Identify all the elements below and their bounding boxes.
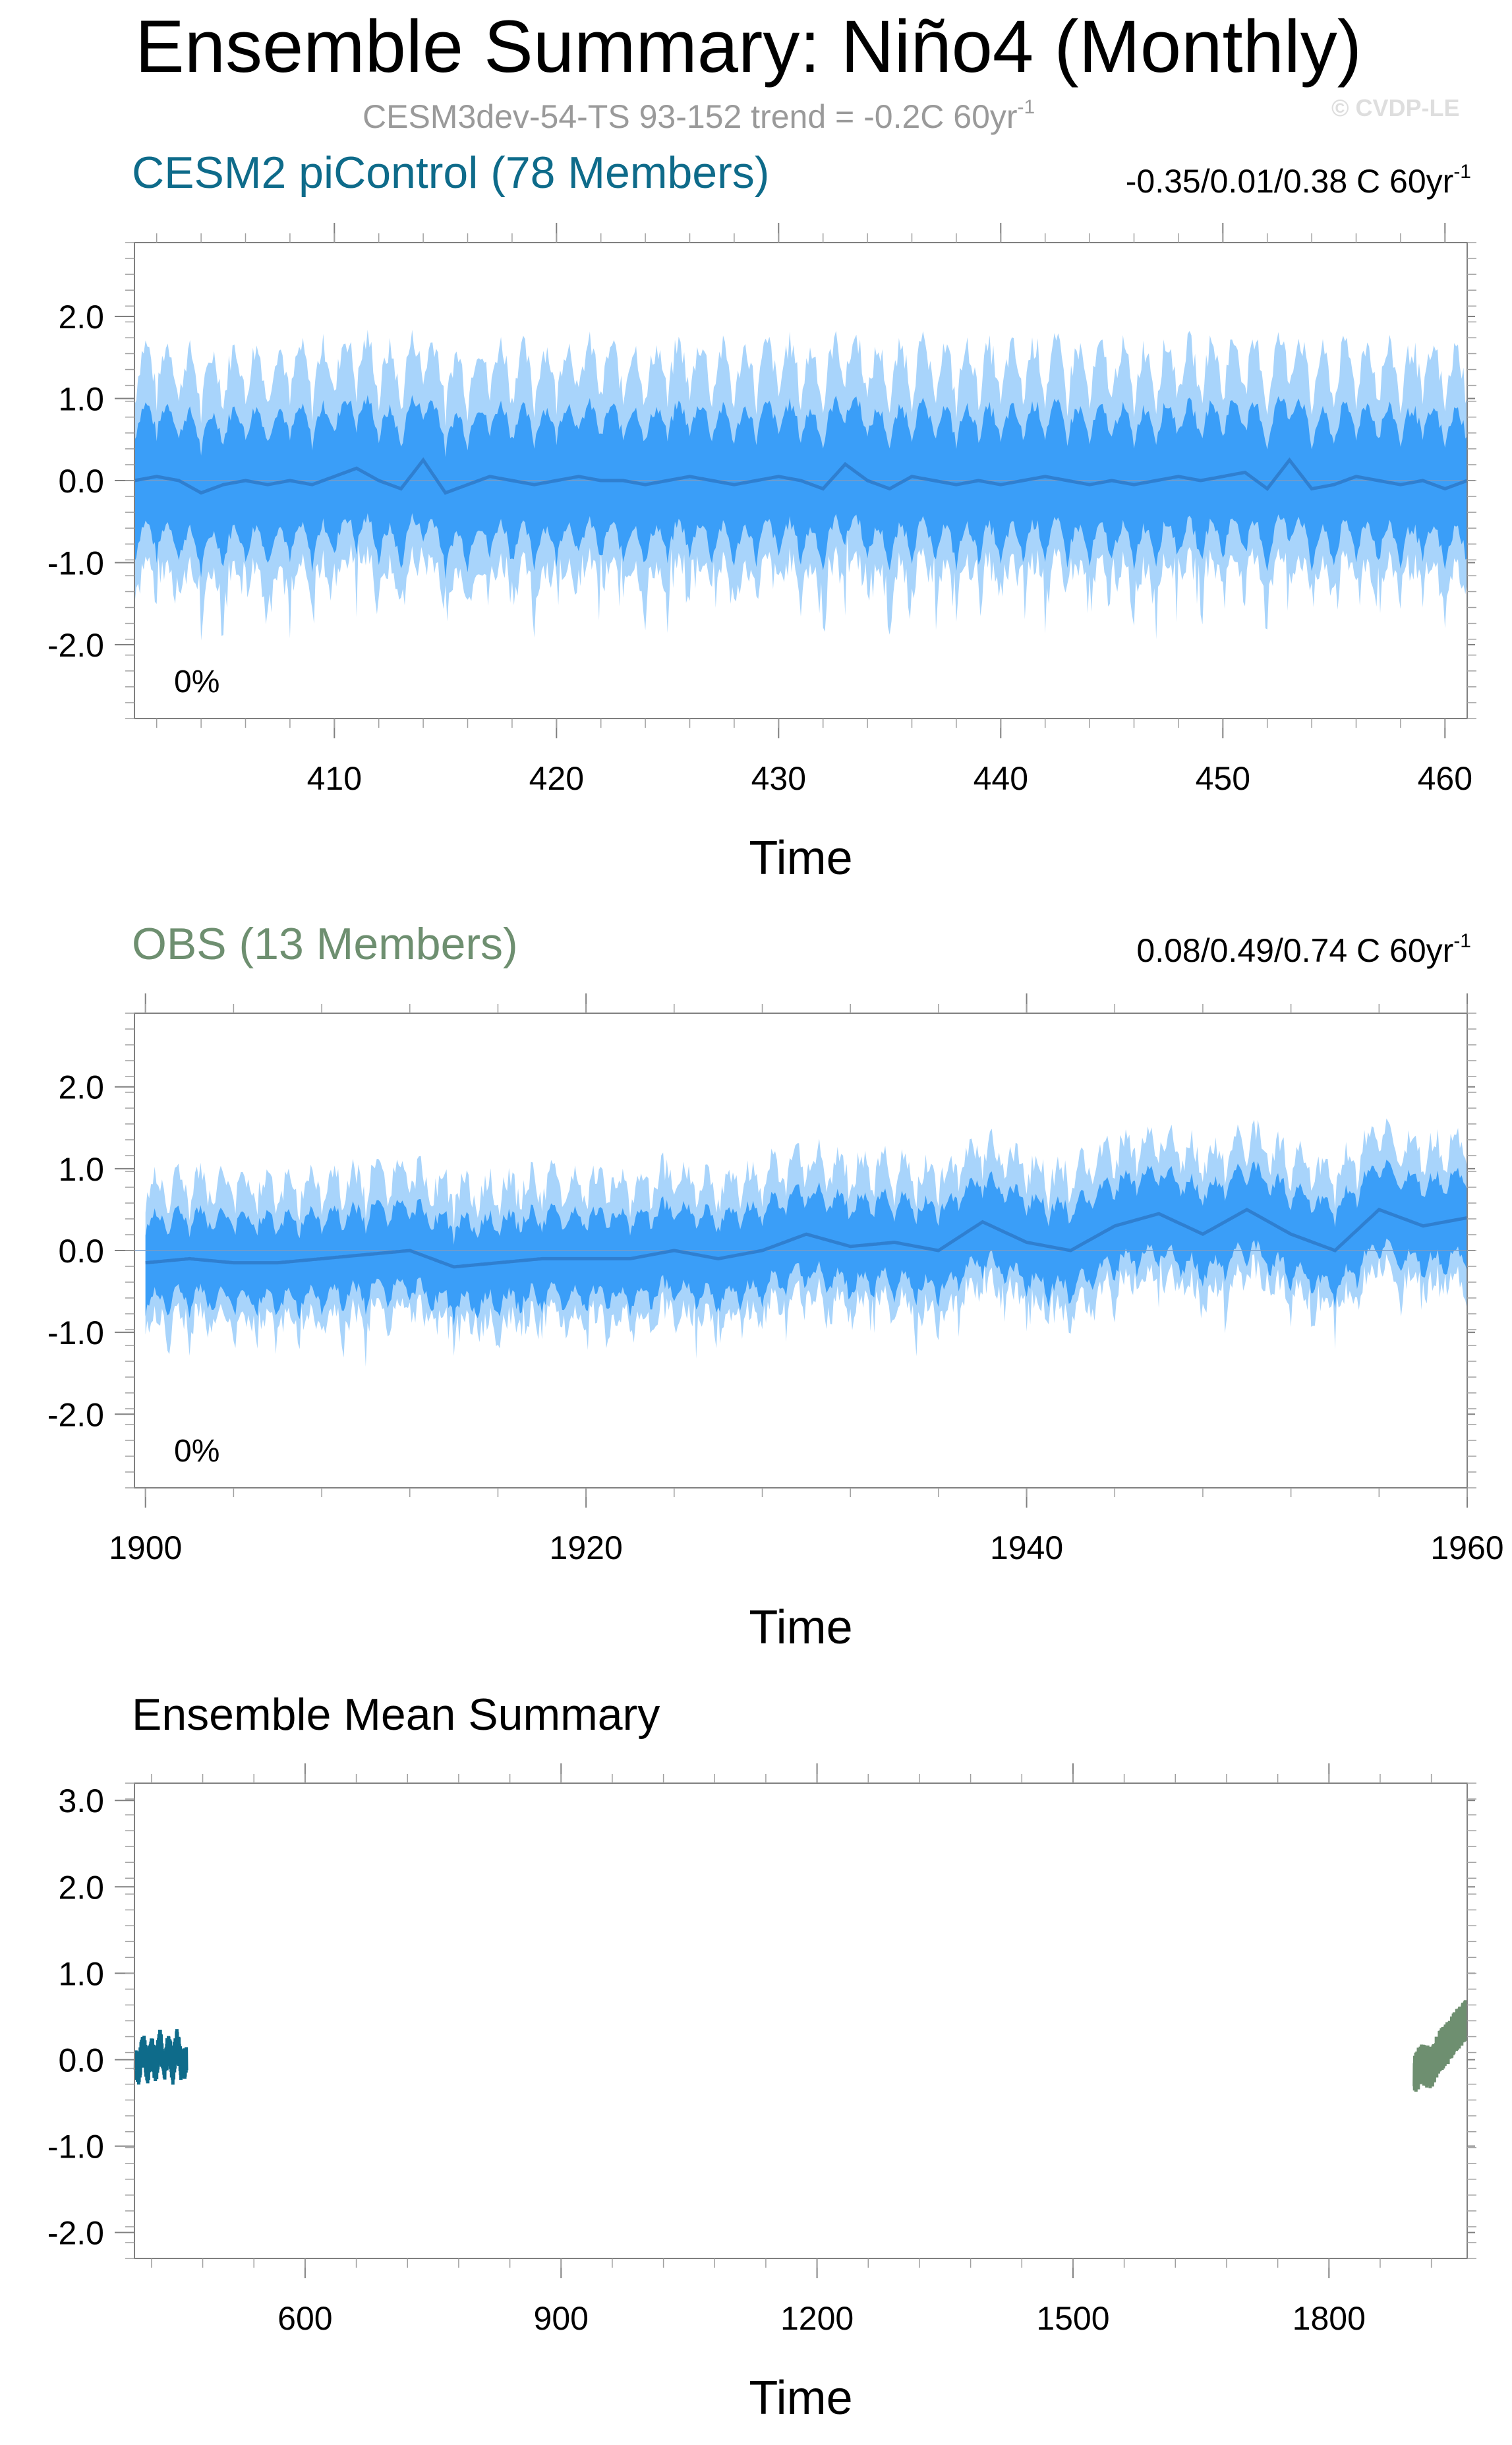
panel2-ytick-label: 0.0: [58, 1233, 104, 1270]
panel2-xtick-label: 1900: [109, 1529, 182, 1566]
trend-subtitle: CESM3dev-54-TS 93-152 trend = -0.2C 60yr…: [363, 96, 1035, 135]
panel1-xtick-label: 450: [1196, 760, 1250, 797]
panel2-ytick-label: 1.0: [58, 1151, 104, 1188]
panel1-ytick-label: 2.0: [58, 299, 104, 336]
panel2-xtick-label: 1940: [990, 1529, 1063, 1566]
panel1-percent-label: 0%: [174, 664, 219, 699]
panel1-ytick-label: -2.0: [47, 627, 104, 664]
panel2-ytick-label: -2.0: [47, 1396, 104, 1433]
panel3-xtick-label: 1500: [1036, 2300, 1109, 2337]
panel3-xtick-label: 600: [277, 2300, 332, 2337]
panel3-ytick-label: -1.0: [47, 2129, 104, 2165]
trend-subtitle-text: CESM3dev-54-TS 93-152 trend = -0.2C 60yr: [363, 98, 1018, 135]
panel3-xtick-label: 1800: [1293, 2300, 1366, 2337]
panel2-percent-label: 0%: [174, 1434, 219, 1469]
panel3-series-2-line: [1412, 2000, 1467, 2092]
trend-subtitle-exponent: -1: [1017, 96, 1035, 118]
panel2-stats-exponent: -1: [1453, 930, 1471, 952]
panel3-ytick-label: 0.0: [58, 2042, 104, 2078]
panel3-ytick-label: -2.0: [47, 2215, 104, 2252]
panel1-stats: -0.35/0.01/0.38 C 60yr-1: [1126, 162, 1471, 198]
panel3-xtick-label: 900: [534, 2300, 589, 2337]
panel3-ytick-label: 1.0: [58, 1955, 104, 1992]
panel1-stats-exponent: -1: [1453, 161, 1471, 183]
panel3-title: Ensemble Mean Summary: [132, 1690, 660, 1740]
panel3-ytick-label: 3.0: [58, 1782, 104, 1819]
panel3-ytick-label: 2.0: [58, 1869, 104, 1906]
panel3-plot-frame: [134, 1782, 1468, 2259]
panel2-title: OBS (13 Members): [132, 919, 518, 969]
panel2-stats: 0.08/0.49/0.74 C 60yr-1: [1136, 930, 1471, 969]
page-title: Ensemble Summary: Niño4 (Monthly): [135, 5, 1362, 88]
panel3-xtick-label: 1200: [780, 2300, 854, 2337]
panel2-inner-spread-band: [145, 1160, 1468, 1326]
panel1-xtick-label: 440: [974, 760, 1028, 797]
panel2-ytick-label: 2.0: [58, 1069, 104, 1106]
panel1-ytick-label: 0.0: [58, 463, 104, 500]
panel1-title: CESM2 piControl (78 Members): [132, 148, 770, 198]
panel1-xtick-label: 410: [307, 760, 362, 797]
panel1-xtick-label: 430: [751, 760, 806, 797]
panel3-x-axis-title: Time: [749, 2372, 852, 2425]
panel2-xtick-label: 1920: [550, 1529, 623, 1566]
panel2-x-axis-title: Time: [749, 1601, 852, 1654]
panel2-ytick-label: -1.0: [47, 1314, 104, 1351]
panel2-ensemble-mean-line: [145, 1207, 1468, 1269]
panel1-inner-spread-band: [134, 395, 1467, 579]
panel1-ytick-label: 1.0: [58, 381, 104, 418]
panel2-xtick-label: 1960: [1430, 1529, 1503, 1566]
panel3-series-1-line: [133, 2029, 189, 2085]
panel1-x-axis-title: Time: [749, 832, 852, 885]
panel1-ensemble-mean-line: [134, 457, 1468, 495]
panel1-xtick-label: 420: [529, 760, 584, 797]
panel1-xtick-label: 460: [1418, 760, 1472, 797]
watermark: © CVDP-LE: [1331, 94, 1460, 121]
panel1-ytick-label: -1.0: [47, 545, 104, 581]
panel2-stats-text: 0.08/0.49/0.74 C 60yr: [1136, 932, 1454, 969]
panel1-stats-text: -0.35/0.01/0.38 C 60yr: [1125, 163, 1454, 200]
